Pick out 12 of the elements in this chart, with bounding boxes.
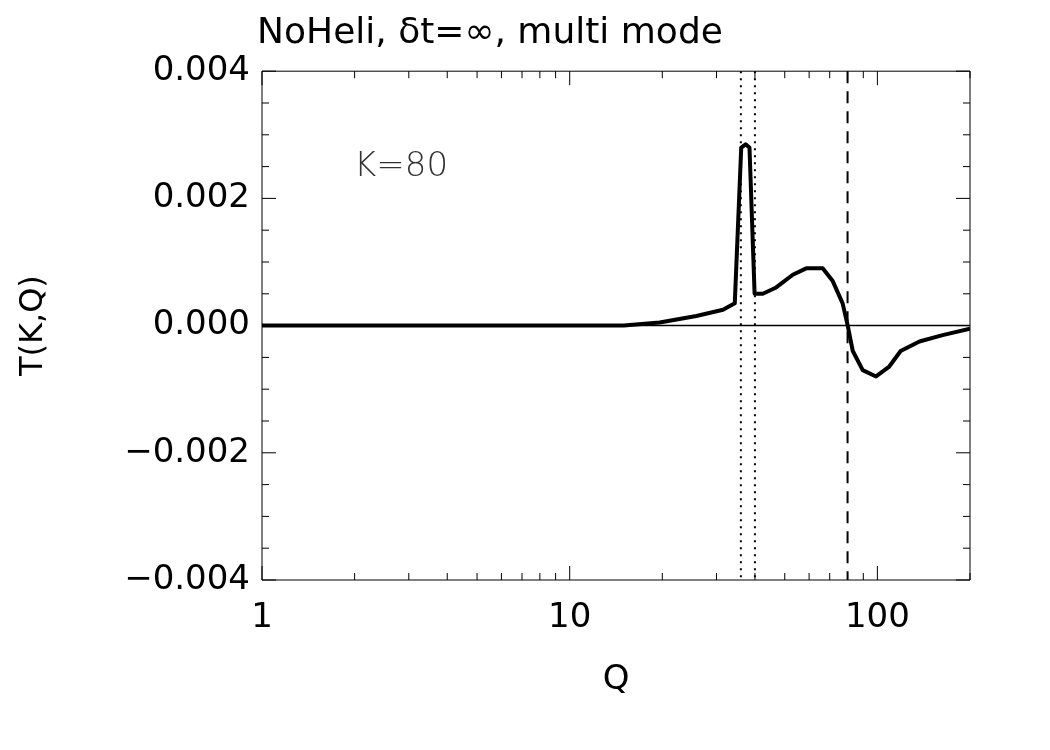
y-tick-label: −0.004 [124,556,250,597]
y-tick-label: 0.000 [152,302,250,343]
chart-title: NoHeli, δt=∞, multi mode [257,9,723,51]
y-axis-title: T(K,Q) [11,275,50,378]
x-tick-label: 100 [844,595,910,636]
y-tick-label: 0.002 [152,175,250,216]
x-axis-title: Q [602,657,630,698]
x-tick-label: 10 [548,595,592,636]
y-tick-label: −0.002 [124,429,250,470]
x-tick-label: 1 [251,595,273,636]
y-tick-label: 0.004 [152,48,250,89]
annotation: K=80 [354,144,449,185]
